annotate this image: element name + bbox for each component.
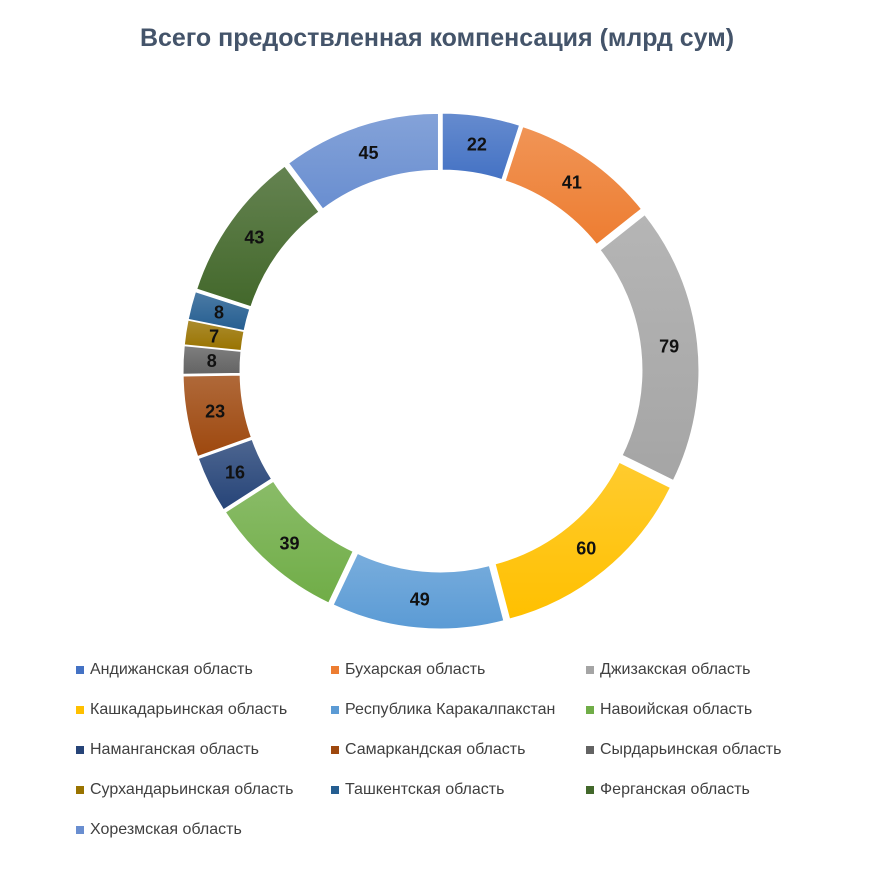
legend-item: Ташкентская область <box>331 780 586 800</box>
chart-title: Всего предоствленная компенсация (млрд с… <box>139 24 735 52</box>
legend-item: Сурхандарьинская область <box>76 780 331 800</box>
legend-swatch <box>331 786 339 794</box>
legend-label: Республика Каракалпакстан <box>345 701 556 718</box>
legend-item: Наманганская область <box>76 740 331 760</box>
legend-item: Кашкадарьинская область <box>76 700 331 720</box>
legend-swatch <box>76 666 84 674</box>
donut-slice <box>504 126 643 246</box>
legend-swatch <box>76 746 84 754</box>
legend-swatch <box>586 666 594 674</box>
legend-label: Сурхандарьинская область <box>90 781 294 798</box>
slice-data-label: 8 <box>214 303 224 323</box>
donut-slice <box>182 374 252 458</box>
chart-legend: Андижанская область Бухарская область Джиз… <box>76 660 856 840</box>
legend-label: Ферганская область <box>600 781 750 798</box>
slice-data-label: 23 <box>205 402 225 422</box>
donut-chart: 22 41 79 60 49 39 16 23 8 7 8 43 45 <box>182 112 700 630</box>
legend-swatch <box>331 746 339 754</box>
slice-data-label: 41 <box>562 172 582 192</box>
slice-data-label: 22 <box>467 134 487 154</box>
legend-swatch <box>586 706 594 714</box>
donut-slice <box>332 552 505 630</box>
legend-item: Республика Каракалпакстан <box>331 700 586 720</box>
legend-item: Навоийская область <box>586 700 856 720</box>
donut-slice <box>187 291 251 332</box>
legend-swatch <box>76 706 84 714</box>
legend-label: Кашкадарьинская область <box>90 701 288 718</box>
legend-label: Андижанская область <box>90 661 253 678</box>
legend-label: Сырдарьинская область <box>600 741 782 758</box>
donut-slice <box>182 345 242 375</box>
slice-data-label: 43 <box>244 227 264 247</box>
legend-label: Хорезмская область <box>90 821 242 838</box>
donut-slice <box>196 165 320 308</box>
donut-slice <box>494 461 672 620</box>
legend-label: Наманганская область <box>90 741 260 758</box>
legend-item: Ферганская область <box>586 780 856 800</box>
legend-swatch <box>76 826 84 834</box>
legend-swatch <box>76 786 84 794</box>
slice-data-label: 39 <box>279 533 299 553</box>
legend-label: Бухарская область <box>345 661 486 678</box>
slice-data-label: 45 <box>359 143 379 163</box>
slice-data-label: 7 <box>209 327 219 347</box>
legend-item: Хорезмская область <box>76 820 331 840</box>
slice-data-label: 79 <box>659 336 679 356</box>
legend-swatch <box>331 666 339 674</box>
legend-label: Джизакская область <box>600 661 751 678</box>
legend-label: Самаркандская область <box>345 741 526 758</box>
legend-item: Джизакская область <box>586 660 856 680</box>
legend-item: Андижанская область <box>76 660 331 680</box>
legend-label: Навоийская область <box>600 701 753 718</box>
legend-item: Самаркандская область <box>331 740 586 760</box>
legend-item: Сырдарьинская область <box>586 740 856 760</box>
slice-data-label: 8 <box>207 351 217 371</box>
slice-data-label: 49 <box>410 590 430 610</box>
slice-data-label: 16 <box>225 462 245 482</box>
donut-slice <box>599 213 700 482</box>
legend-swatch <box>586 746 594 754</box>
donut-slice <box>197 438 273 511</box>
donut-slice <box>183 319 245 352</box>
legend-swatch <box>331 706 339 714</box>
donut-slice <box>287 112 439 210</box>
slice-data-label: 60 <box>576 539 596 559</box>
donut-slice <box>441 112 521 181</box>
legend-label: Ташкентская область <box>345 781 505 798</box>
legend-swatch <box>586 786 594 794</box>
legend-item: Бухарская область <box>331 660 586 680</box>
donut-slice <box>224 480 354 604</box>
